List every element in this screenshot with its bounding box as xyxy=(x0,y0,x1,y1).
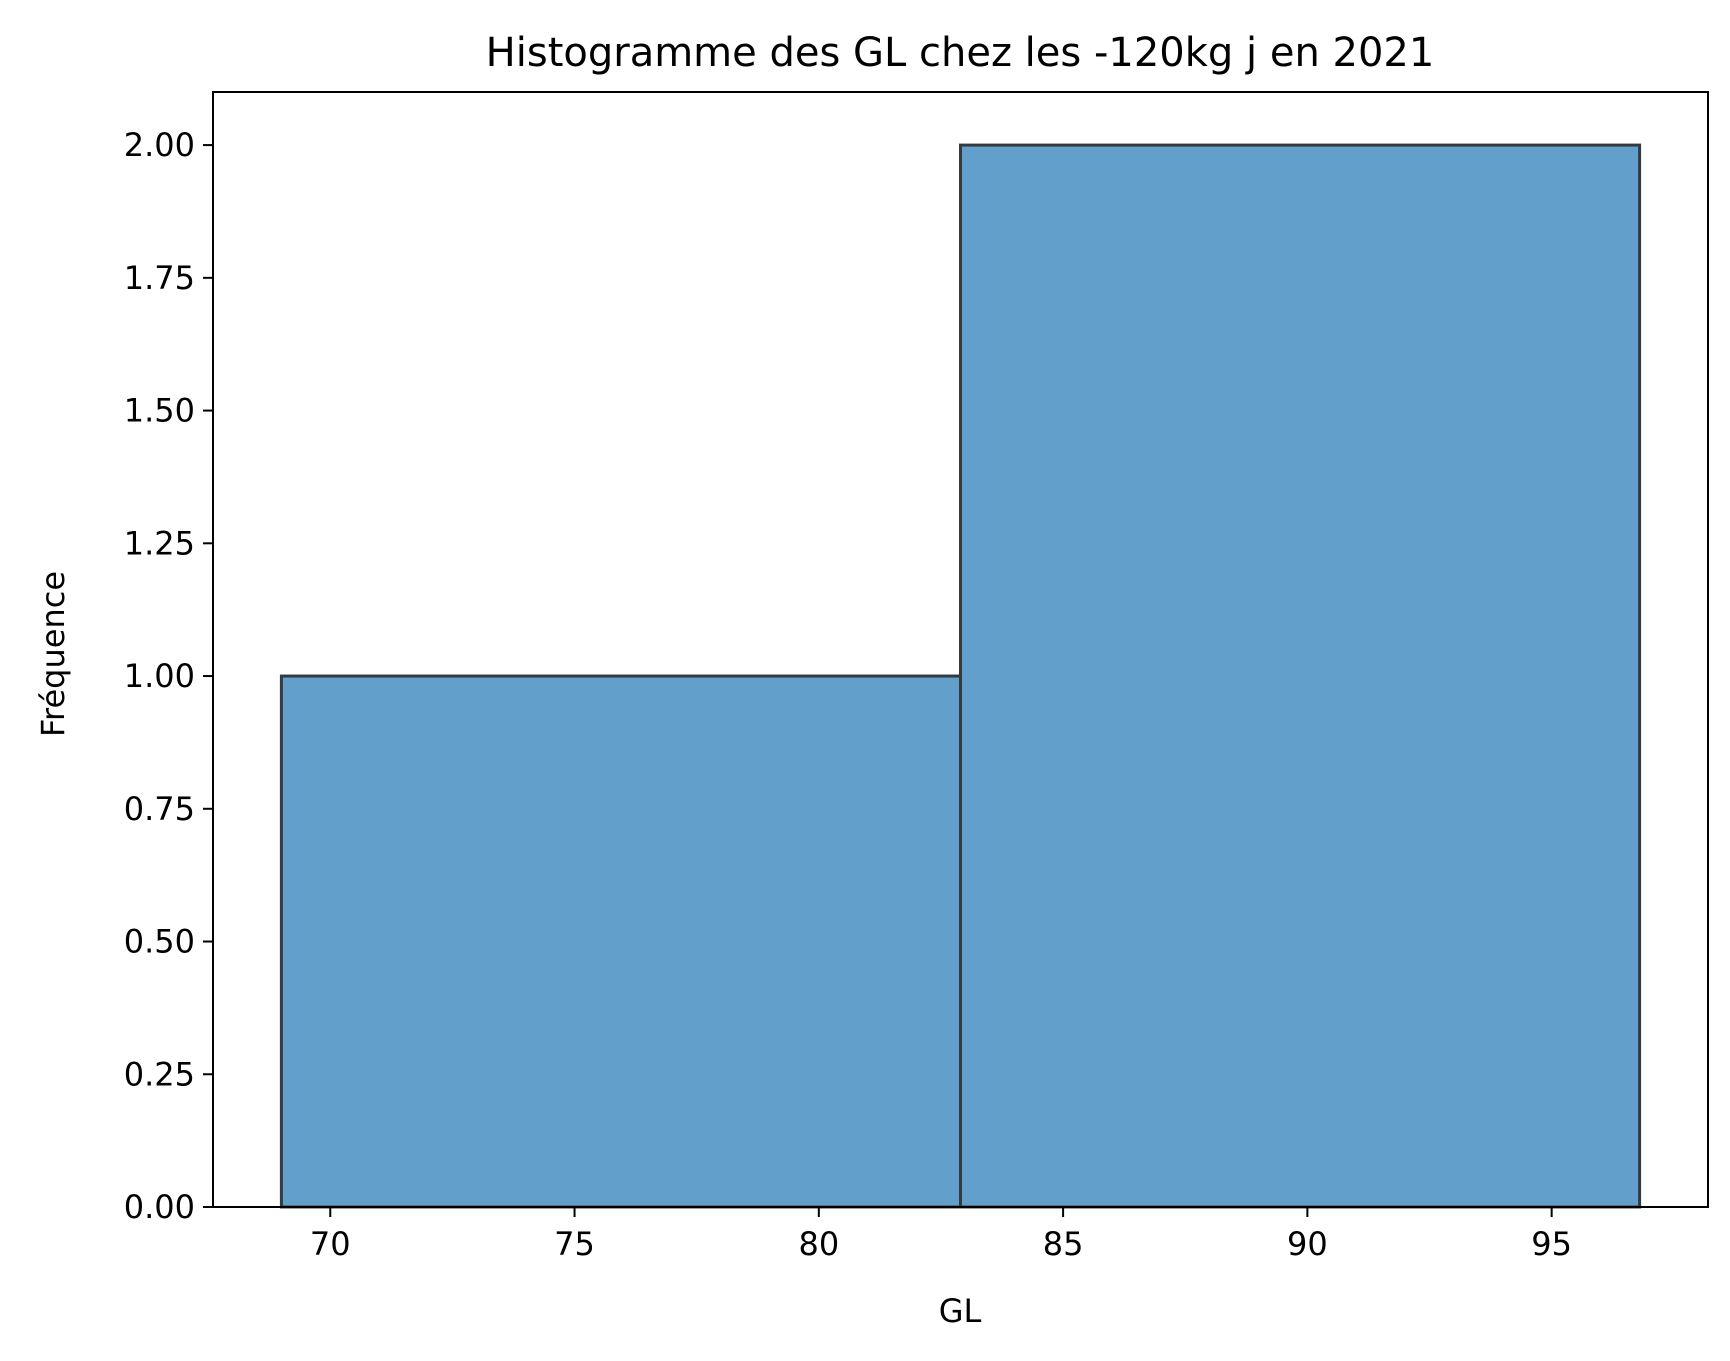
bars-group xyxy=(279,143,1642,1209)
x-axis-ticks: 70 75 80 85 90 95 xyxy=(310,1207,1572,1263)
plot-frame xyxy=(212,91,1709,1208)
y-tick-label: 0.75 xyxy=(124,790,195,828)
bar-1 xyxy=(279,674,962,1209)
y-tick-label: 0.00 xyxy=(124,1188,195,1226)
x-tick-label: 95 xyxy=(1531,1225,1572,1263)
x-tick-label: 70 xyxy=(310,1225,351,1263)
y-tick-label: 1.00 xyxy=(124,657,195,695)
y-tick-label: 1.50 xyxy=(124,392,195,430)
y-tick-label: 0.25 xyxy=(124,1055,195,1093)
x-tick-label: 80 xyxy=(798,1225,839,1263)
y-axis-label: Fréquence xyxy=(34,571,72,737)
y-tick-label: 2.00 xyxy=(124,126,195,164)
y-tick-label: 1.75 xyxy=(124,259,195,297)
x-tick-label: 75 xyxy=(554,1225,595,1263)
x-axis-label: GL xyxy=(939,1292,982,1330)
chart-title: Histogramme des GL chez les -120kg j en … xyxy=(486,30,1435,76)
bar-2 xyxy=(959,143,1642,1209)
y-tick-label: 0.50 xyxy=(124,923,195,961)
x-tick-label: 90 xyxy=(1287,1225,1328,1263)
y-axis-ticks: 0.00 0.25 0.50 0.75 1.00 1.25 1.50 1.75 2.00 xyxy=(124,126,213,1226)
y-tick-label: 1.25 xyxy=(124,524,195,562)
x-tick-label: 85 xyxy=(1043,1225,1084,1263)
